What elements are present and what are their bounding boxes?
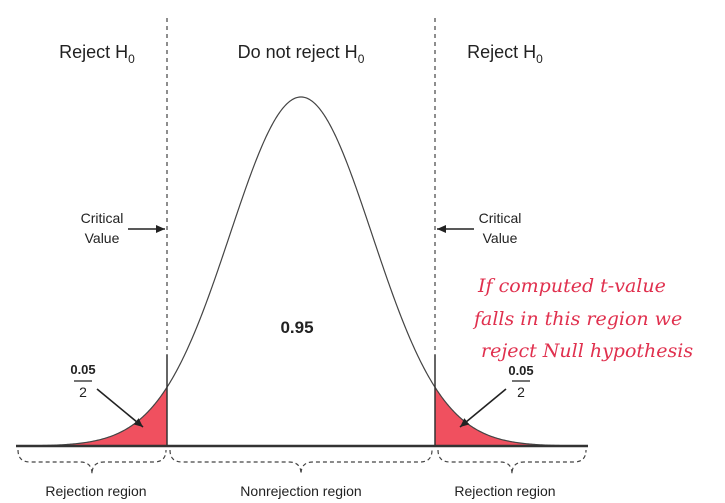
center-probability: 0.95 [280, 318, 313, 337]
header-left-label: Reject H0 [59, 42, 135, 66]
left-tail-fraction-denominator: 2 [79, 384, 87, 400]
right-tail-fraction-numerator: 0.05 [508, 363, 533, 378]
left-tail-fraction-numerator: 0.05 [70, 362, 95, 377]
header-center-label: Do not reject H0 [238, 42, 365, 66]
critical-value-label-left-line1: Critical [81, 210, 124, 226]
critical-value-label-right-line1: Critical [479, 210, 522, 226]
left-region-label: Rejection region [45, 483, 146, 499]
critical-value-label-right-line2: Value [483, 230, 518, 246]
left-region-brace [17, 449, 167, 475]
right-tail-arrow [459, 388, 507, 428]
critical-value-label-left-line2: Value [85, 230, 120, 246]
right-region-label: Rejection region [454, 483, 555, 499]
right-tail-fraction-denominator: 2 [517, 384, 525, 400]
right-rejection-area [435, 387, 588, 446]
annotation-line-2: falls in this region we [472, 308, 682, 330]
center-region-label: Nonrejection region [240, 483, 361, 499]
annotation-line-1: If computed t-value [477, 275, 666, 297]
right-region-brace [437, 449, 587, 475]
left-tail-arrow [96, 388, 144, 428]
normal-distribution-curve [15, 96, 588, 447]
header-right-label: Reject H0 [467, 42, 543, 66]
left-rejection-area [16, 387, 167, 446]
annotation-line-3: reject Null hypothesis [481, 340, 693, 362]
center-region-brace [169, 449, 433, 475]
